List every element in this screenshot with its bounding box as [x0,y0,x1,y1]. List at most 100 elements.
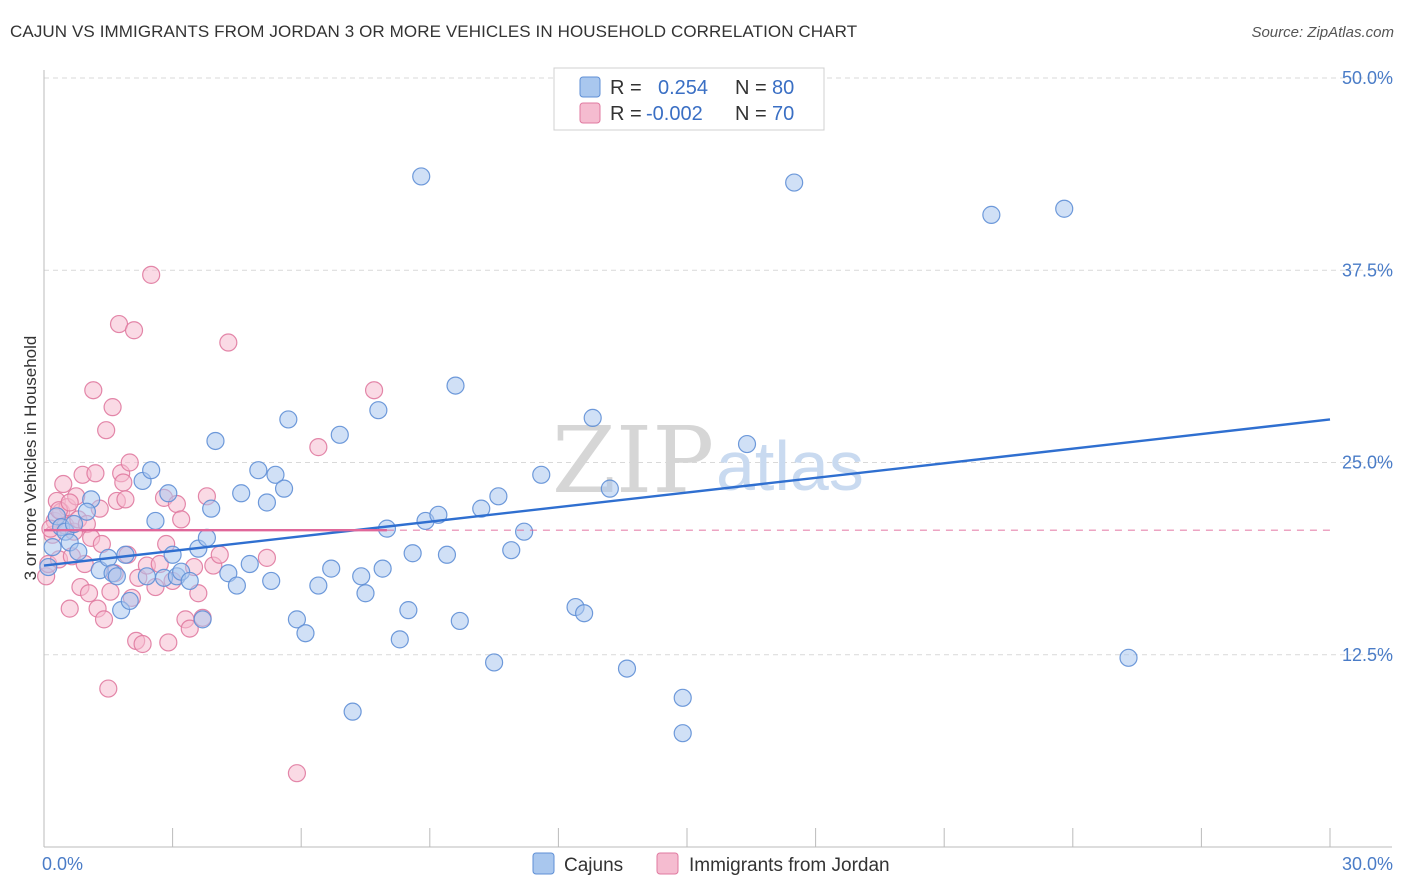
cajuns-point-27 [197,528,216,547]
jordan-point-29 [101,582,120,601]
jordan-point-28 [99,679,118,698]
series-cajuns [39,167,1138,743]
cajuns-point-58 [446,376,465,395]
jordan-point-10 [60,599,79,618]
jordan-point-39 [124,321,144,340]
x-tick-label-min: 0.0% [42,854,83,874]
cajuns-point-35 [257,493,277,512]
cajuns-point-37 [266,465,285,484]
cajuns-trend-line [43,418,1331,567]
cajuns-point-43 [322,559,341,578]
legend-n-value-cajuns: 80 [772,77,794,99]
cajuns-point-64 [515,522,534,541]
cajuns-point-59 [450,611,469,631]
cajuns-point-40 [287,610,307,629]
legend-n-value-jordan: 70 [772,103,794,125]
cajuns-point-72 [673,724,692,743]
cajuns-point-60 [472,499,491,518]
cajuns-point-62 [489,487,508,506]
cajuns-point-46 [352,567,371,586]
chart-source: Source: ZipAtlas.com [1251,24,1394,41]
legend-swatch-jordan [579,102,601,124]
legend-r-value-cajuns: 0.254 [658,77,708,99]
y-tick-labels: 12.5% 25.0% 37.5% 50.0% [1342,68,1393,665]
cajuns-point-63 [502,541,521,560]
y-tick-label-2: 37.5% [1342,260,1393,280]
y-tick-label-0: 12.5% [1342,645,1393,665]
legend-n-label-jordan: N = [735,103,767,125]
jordan-point-51 [172,510,191,529]
cajuns-point-24 [180,571,199,591]
jordan-point-30 [103,398,122,417]
x-tick-label-max: 30.0% [1342,854,1393,874]
cajuns-point-0 [39,557,58,577]
cajuns-point-49 [373,559,392,578]
cajuns-point-61 [485,653,504,672]
cajuns-point-30 [219,564,238,583]
cajuns-point-31 [227,576,246,595]
cajuns-point-48 [369,401,388,420]
cajuns-point-52 [399,601,418,620]
jordan-point-19 [79,584,99,603]
watermark-zip: ZIP [552,407,714,514]
axes [43,70,1392,848]
cajuns-point-17 [142,461,161,480]
bottom-legend-label-cajuns: Cajuns [564,855,623,876]
cajuns-point-54 [412,167,431,186]
cajuns-point-16 [137,567,156,586]
cajuns-point-77 [1119,648,1138,667]
bottom-legend-swatch-cajuns [532,852,555,875]
cajuns-point-21 [163,545,182,564]
cajuns-point-45 [343,702,362,721]
jordan-point-44 [142,265,161,284]
cajuns-point-53 [403,544,422,563]
watermark-atlas: atlas [716,427,864,505]
jordan-point-26 [94,610,114,629]
y-axis-title: 3 or more Vehicles in Household [21,336,40,581]
jordan-point-63 [309,438,328,457]
cajuns-point-76 [1055,199,1074,218]
jordan-point-61 [257,548,277,567]
jordan-point-7 [54,474,73,494]
cajuns-point-70 [617,659,637,678]
jordan-point-42 [133,634,152,654]
bottom-legend: Cajuns Immigrants from Jordan [532,852,890,876]
jordan-point-62 [287,764,307,783]
cajuns-point-14 [120,591,139,611]
y-tick-label-3: 50.0% [1342,68,1393,88]
cajuns-point-38 [274,479,294,498]
cajuns-point-34 [249,461,268,480]
cajuns-point-28 [202,499,221,518]
jordan-point-59 [210,545,229,564]
cajuns-point-29 [206,431,225,451]
cajuns-point-44 [330,425,349,444]
series-immigrants-from-jordan [37,265,384,783]
jordan-point-69 [60,493,79,512]
cajuns-point-65 [532,465,551,484]
cajuns-point-6 [69,542,88,561]
trend-lines [43,418,1331,567]
cajuns-point-20 [159,484,178,503]
cajuns-point-26 [193,610,212,629]
cajuns-point-50 [377,519,397,538]
jordan-point-55 [189,584,208,603]
cajuns-point-11 [107,567,126,586]
cajuns-point-36 [262,571,281,591]
jordan-point-60 [219,333,238,352]
cajuns-point-5 [64,514,84,534]
cajuns-point-67 [575,604,594,623]
cajuns-point-39 [279,410,298,429]
legend-r-label-jordan: R = [610,103,642,125]
cajuns-point-51 [390,630,409,649]
jordan-point-27 [97,421,116,440]
cajuns-point-42 [309,576,328,595]
x-ticks [43,828,1331,847]
legend: R = 0.254 N = 80 R = -0.002 N = 70 [553,67,825,131]
legend-n-label-cajuns: N = [735,77,767,99]
cajuns-point-33 [240,554,259,574]
cajuns-point-79 [77,502,96,521]
cajuns-point-47 [356,584,375,603]
jordan-point-21 [84,381,103,400]
cajuns-point-56 [429,505,448,524]
